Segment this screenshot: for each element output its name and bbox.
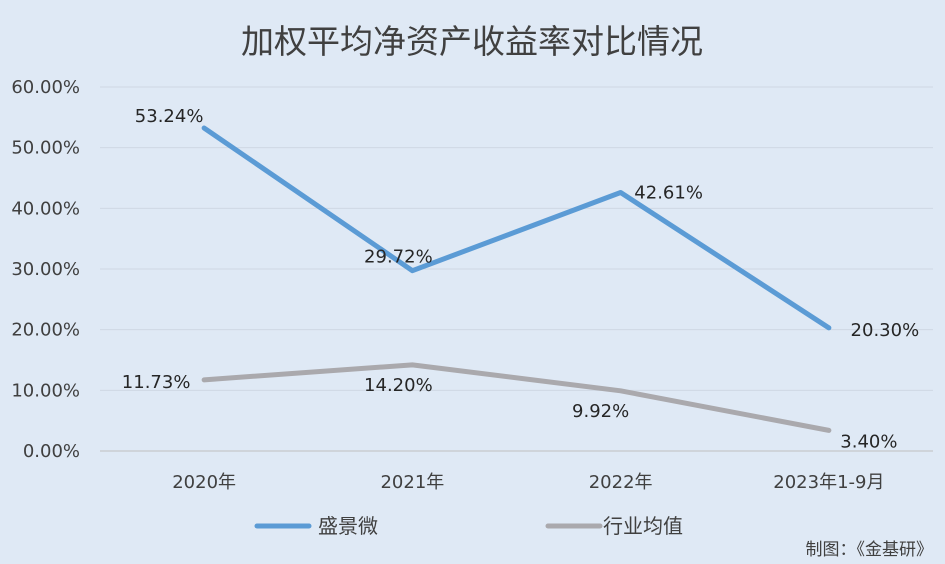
credit-text: 制图：《金基研》: [806, 540, 934, 560]
y-tick-label: 60.00%: [11, 77, 80, 98]
legend: 盛景微 行业均值: [254, 514, 683, 538]
legend-label: 盛景微: [318, 514, 378, 538]
x-tick-label: 2023年1-9月: [773, 472, 884, 493]
y-tick-label: 40.00%: [11, 198, 80, 219]
data-label: 42.61%: [634, 182, 703, 203]
data-labels: 53.24% 29.72% 42.61% 20.30% 11.73% 14.20% 9.92…: [122, 106, 919, 452]
x-tick-label: 2022年: [589, 472, 653, 493]
data-label: 14.20%: [364, 375, 433, 396]
y-tick-label: 0.00%: [23, 441, 80, 462]
y-tick-label: 50.00%: [11, 138, 80, 159]
gridlines: [100, 86, 933, 452]
legend-label: 行业均值: [603, 514, 683, 538]
data-label: 3.40%: [840, 431, 897, 452]
y-tick-label: 20.00%: [11, 320, 80, 341]
y-tick-label: 30.00%: [11, 259, 80, 280]
series-line-primary: [201, 125, 832, 331]
y-axis-ticks: 0.00% 10.00% 20.00% 30.00% 40.00% 50.00% 60.00…: [11, 77, 80, 462]
series-line-secondary: [201, 362, 832, 433]
x-tick-label: 2020年: [172, 472, 236, 493]
y-tick-label: 10.00%: [11, 380, 80, 401]
x-tick-label: 2021年: [380, 472, 444, 493]
data-label: 53.24%: [135, 106, 204, 127]
data-label: 20.30%: [851, 320, 920, 341]
data-label: 9.92%: [572, 401, 629, 422]
x-axis-ticks: 2020年 2021年 2022年 2023年1-9月: [172, 472, 884, 493]
series-lines: [201, 125, 832, 433]
data-label: 11.73%: [122, 372, 191, 393]
data-label: 29.72%: [364, 247, 433, 268]
chart-title: 加权平均净资产收益率对比情况: [241, 22, 703, 61]
